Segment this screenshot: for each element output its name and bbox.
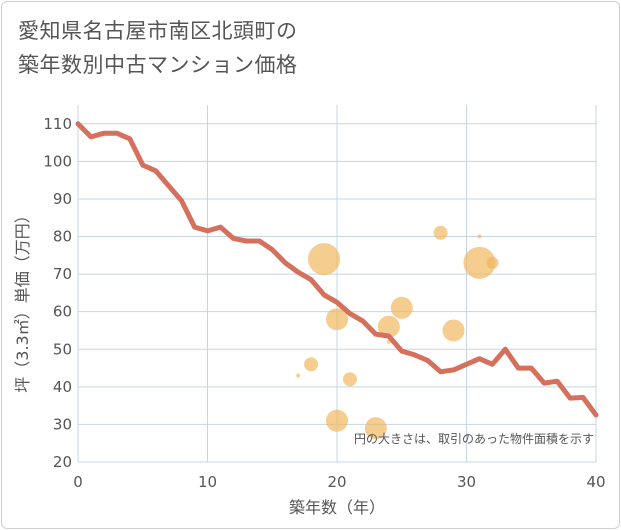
chart-title: 愛知県名古屋市南区北頭町の 築年数別中古マンション価格: [18, 14, 298, 82]
x-tick-label: 0: [73, 473, 83, 491]
bubble-series: [296, 225, 499, 440]
bubble-point: [304, 357, 319, 372]
y-tick-label: 40: [53, 378, 72, 396]
bubble-point: [377, 315, 400, 338]
chart-title-line2: 築年数別中古マンション価格: [18, 53, 298, 77]
bubble-point: [477, 234, 482, 239]
average-price-line: [75, 121, 599, 418]
y-tick-labels: 20 30 40 50 60 70 80 90 100 110: [43, 115, 72, 471]
x-axis-label: 築年数（年）: [289, 498, 385, 517]
y-axis-label: 坪（3.3㎡）単価（万円）: [13, 207, 32, 392]
bubble-point: [342, 372, 357, 387]
x-tick-labels: 0 10 20 30 40: [73, 473, 605, 491]
bubble-point: [326, 308, 348, 331]
x-tick-label: 10: [198, 473, 217, 491]
y-tick-label: 50: [53, 340, 72, 358]
y-tick-label: 80: [53, 228, 72, 246]
y-tick-label: 100: [43, 152, 72, 170]
y-tick-label: 60: [53, 303, 72, 321]
y-tick-label: 70: [53, 265, 72, 283]
bubble-point: [390, 296, 413, 319]
bubble-point: [486, 256, 499, 269]
bubble-point: [308, 243, 341, 276]
x-tick-label: 30: [457, 473, 476, 491]
y-tick-label: 20: [53, 453, 72, 471]
x-tick-label: 40: [586, 473, 605, 491]
y-tick-label: 90: [53, 190, 72, 208]
bubble-point: [296, 373, 301, 378]
y-tick-label: 110: [43, 115, 72, 133]
size-note: 円の大きさは、取引のあった物件面積を示す: [354, 431, 594, 446]
x-tick-label: 20: [327, 473, 346, 491]
y-tick-label: 30: [53, 415, 72, 433]
bubble-point: [463, 246, 496, 279]
bubble-point: [364, 417, 387, 440]
bubble-point: [433, 225, 448, 240]
bubble-point: [326, 409, 348, 432]
chart-title-line1: 愛知県名古屋市南区北頭町の: [18, 19, 298, 43]
bubble-point: [442, 319, 465, 342]
